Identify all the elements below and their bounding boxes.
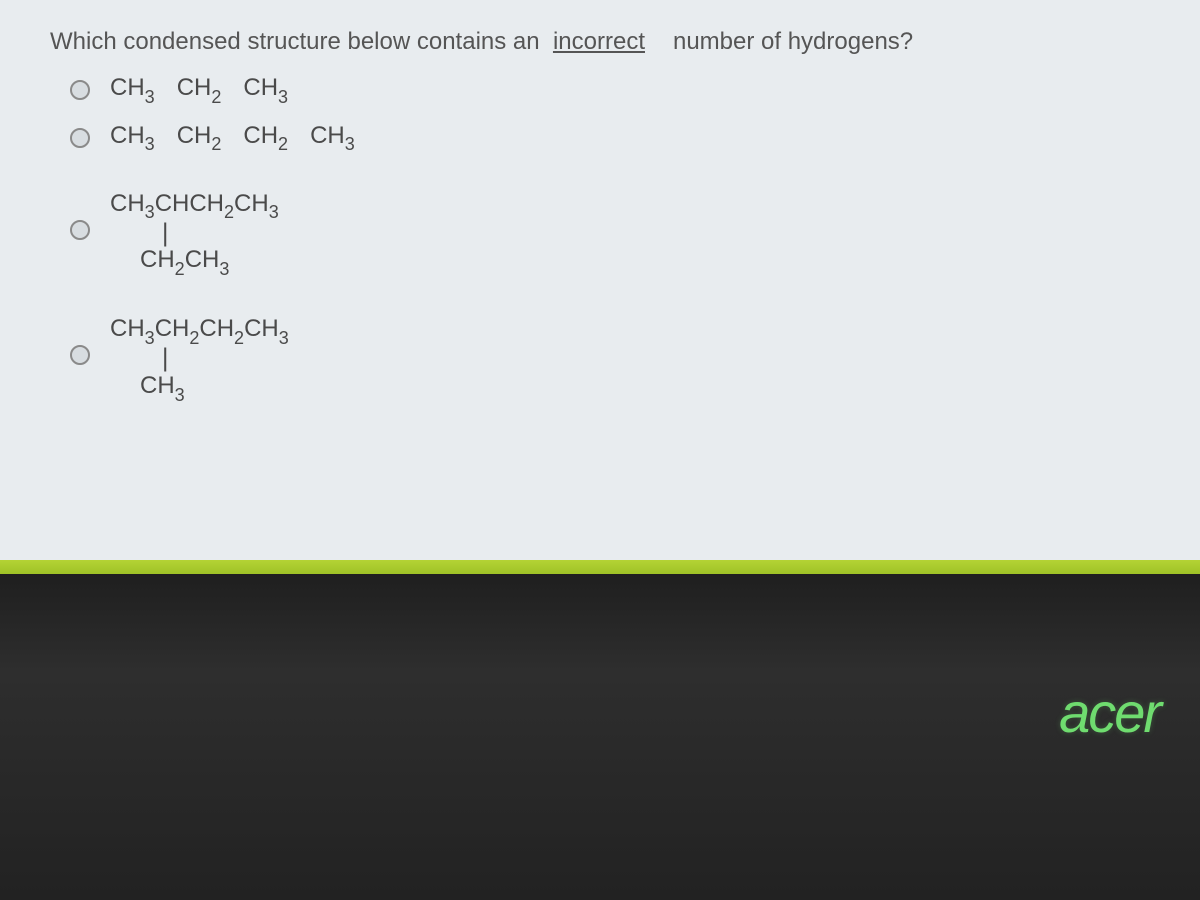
- option-d[interactable]: CH3CH2CH2CH3 | CH3: [70, 313, 1150, 405]
- brand-logo: acer: [1059, 680, 1160, 745]
- accent-bar: [0, 560, 1200, 574]
- option-a[interactable]: CH3 CH2 CH3: [70, 74, 1150, 106]
- radio-icon[interactable]: [70, 345, 90, 365]
- option-c[interactable]: CH3CHCH2CH3 | CH2CH3: [70, 188, 1150, 280]
- question-part1: Which condensed structure below contains…: [50, 28, 540, 55]
- radio-icon[interactable]: [70, 220, 90, 240]
- radio-icon[interactable]: [70, 80, 90, 100]
- option-b-formula: CH3 CH2 CH2 CH3: [110, 122, 355, 154]
- quiz-panel: Which condensed structure below contains…: [0, 0, 1200, 560]
- monitor-bezel: [0, 574, 1200, 900]
- question-emphasis: incorrect: [553, 28, 645, 55]
- screen-root: Which condensed structure below contains…: [0, 0, 1200, 900]
- option-c-formula: CH3CHCH2CH3 | CH2CH3: [110, 188, 279, 280]
- option-b[interactable]: CH3 CH2 CH2 CH3: [70, 122, 1150, 154]
- option-a-formula: CH3 CH2 CH3: [110, 74, 288, 106]
- radio-icon[interactable]: [70, 128, 90, 148]
- question-text: Which condensed structure below contains…: [50, 28, 1150, 56]
- option-d-formula: CH3CH2CH2CH3 | CH3: [110, 313, 289, 405]
- question-part2: number of hydrogens?: [673, 28, 913, 56]
